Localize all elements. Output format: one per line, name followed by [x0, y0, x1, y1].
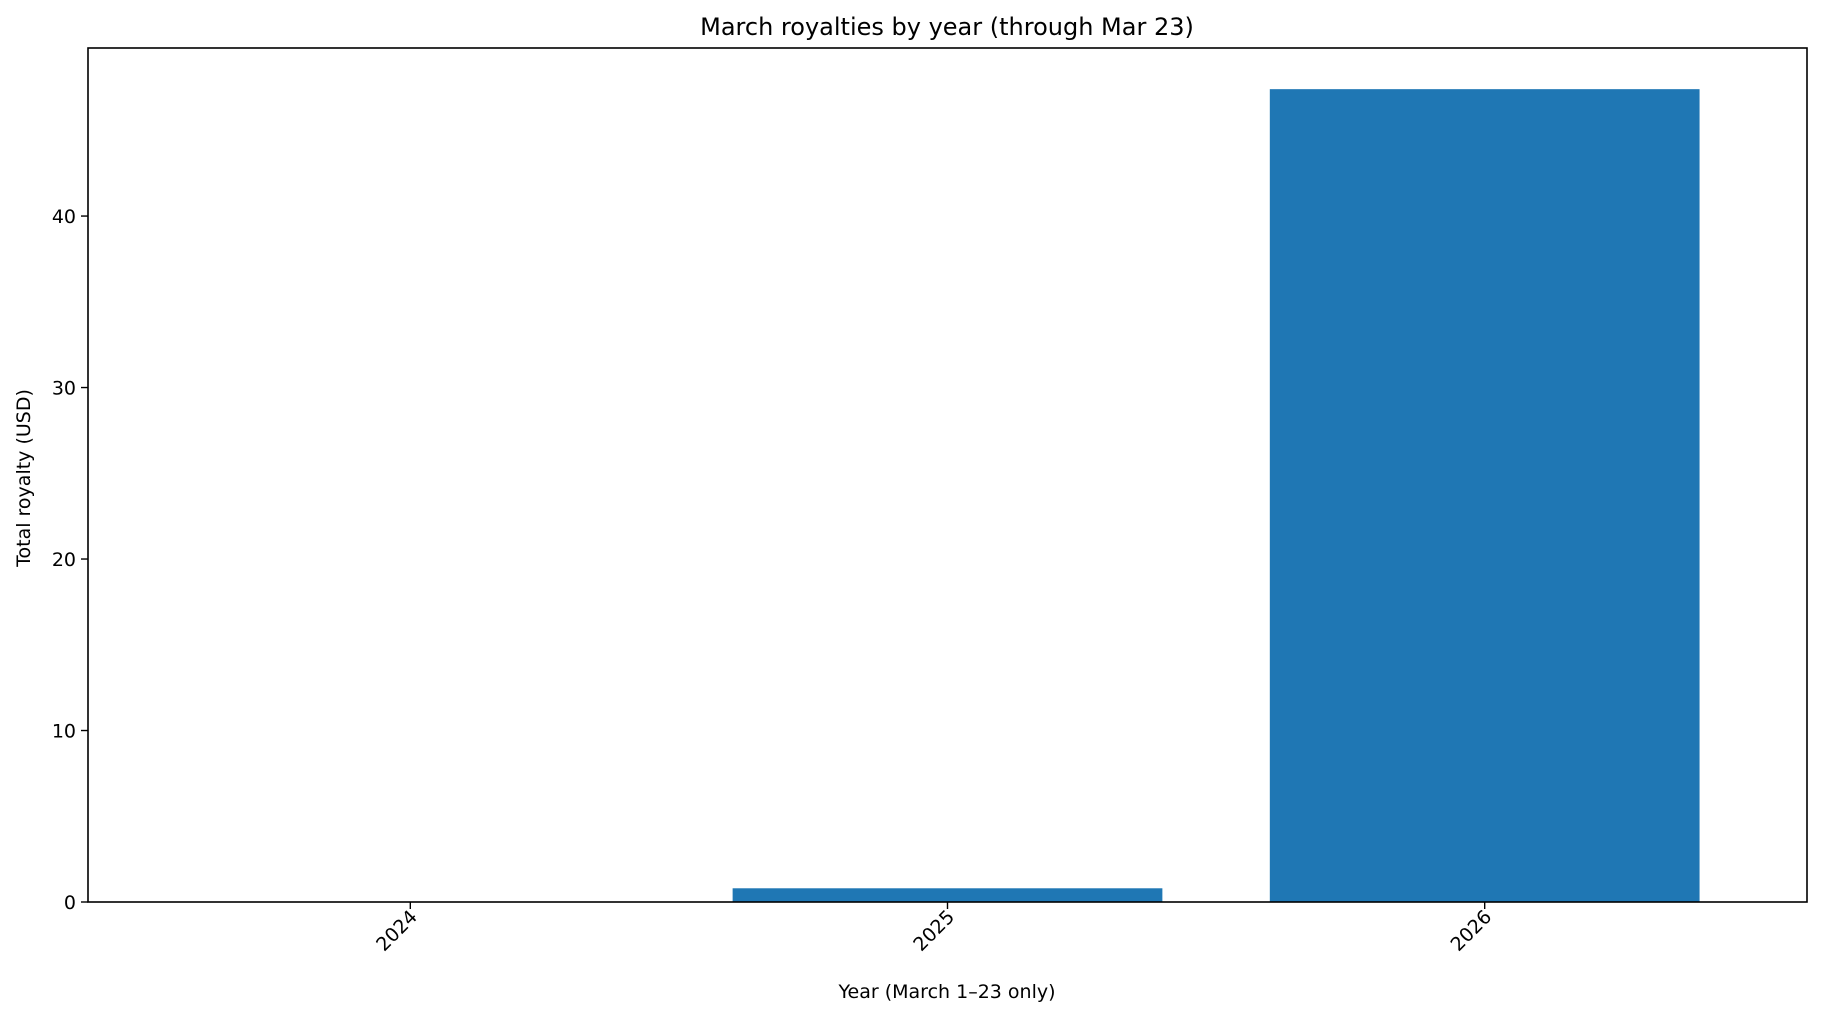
x-axis-label: Year (March 1–23 only) — [837, 981, 1055, 1003]
y-tick-label: 10 — [52, 721, 76, 743]
bar-2026 — [1269, 89, 1700, 903]
y-tick-label: 20 — [52, 549, 76, 571]
y-axis-ticks: 0 10 20 30 40 — [52, 206, 88, 914]
y-axis-label: Total royalty (USD) — [13, 389, 35, 568]
chart-title: March royalties by year (through Mar 23) — [700, 13, 1194, 41]
bar-2025 — [732, 888, 1163, 902]
y-tick-label: 40 — [52, 206, 76, 228]
bars-layer — [732, 89, 1700, 903]
y-tick-label: 30 — [52, 378, 76, 400]
y-tick-label: 0 — [64, 892, 76, 914]
plot-area-frame — [87, 47, 1808, 903]
